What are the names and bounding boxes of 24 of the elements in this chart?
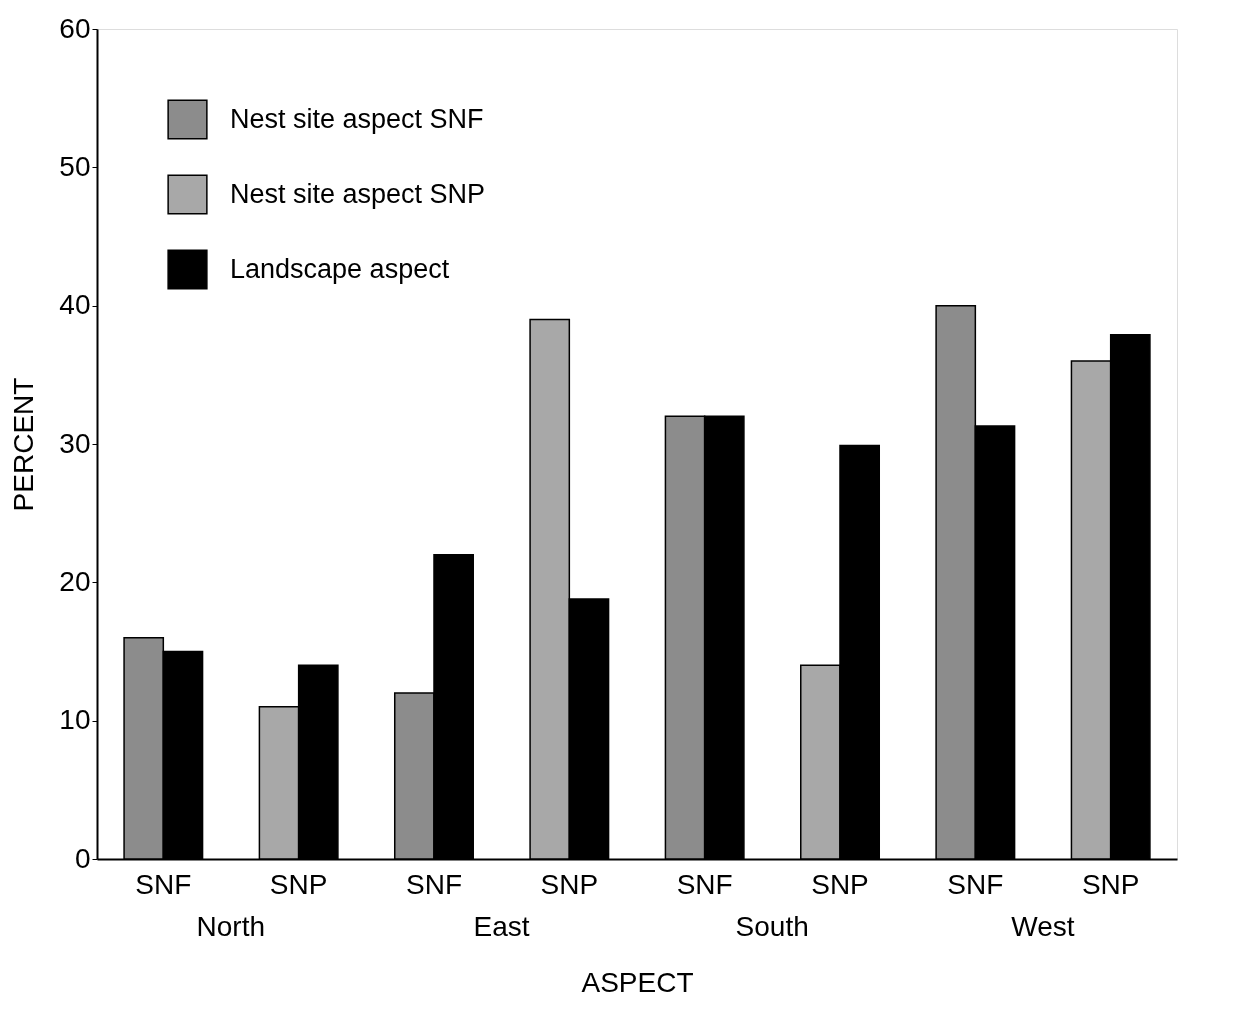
x-tick-label: SNF [135,868,192,900]
text: East [473,911,530,942]
y-tick-label: 10 [59,704,91,736]
text: South [735,911,809,942]
x-axis-title: ASPECT [581,966,694,998]
y-tick-label: 0 [74,842,91,874]
x-tick-label: SNF [676,868,733,900]
y-tick-label: 20 [59,565,91,597]
x-tick-label: SNP [540,868,599,900]
legend-label: Landscape aspect [230,253,450,284]
y-tick-label: 60 [59,12,91,44]
y-tick-label: 30 [59,427,91,459]
x-tick-label: SNP [811,868,869,900]
y-axis-title: PERCENT [8,377,40,512]
legend-label: Nest site aspect SNF [230,103,484,134]
y-tick-label: 40 [59,289,91,321]
x-tick-label: SNF [405,868,462,900]
legend-label: Nest site aspect SNP [230,178,486,209]
x-tick-label: SNP [269,868,328,900]
y-tick-label: 50 [59,150,91,182]
x-tick-label: SNP [1081,868,1140,900]
text: North [196,911,266,942]
x-tick-label: SNF [947,868,1004,900]
text: West [1011,911,1075,942]
